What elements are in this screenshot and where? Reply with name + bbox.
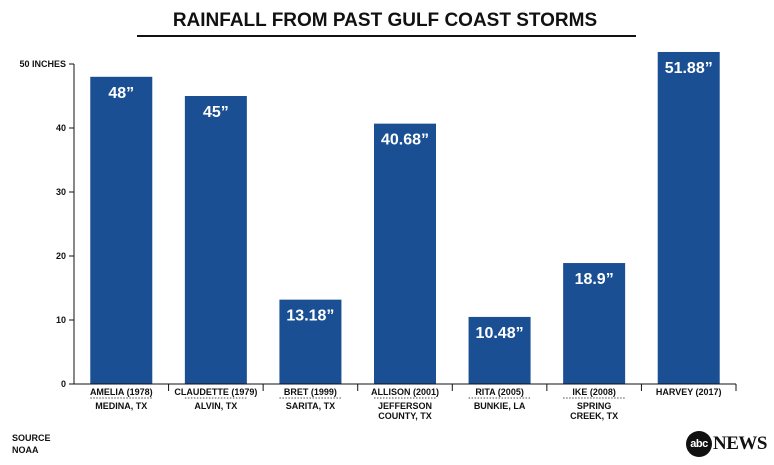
category-storm-label: HARVEY (2017) (656, 387, 722, 397)
y-tick-label: 0 (61, 379, 66, 389)
bar-value-label: 18.9” (575, 271, 614, 288)
bar (90, 76, 153, 385)
category-location-label: MEDINA, TX (95, 401, 147, 411)
category-storm-label: AMELIA (1978) (90, 387, 153, 397)
bar (184, 96, 247, 384)
bar (374, 123, 436, 384)
abc-logo-word: NEWS (713, 433, 767, 454)
bar-value-label: 40.68” (381, 132, 429, 149)
bar-value-label: 51.88” (665, 60, 713, 77)
source-label: SOURCE (12, 433, 51, 443)
bars: 48” 45” 13.18” 40.68” 10.48” 18.9” 51.88” (90, 51, 720, 385)
bar-value-label: 45” (203, 104, 229, 121)
category-location-label: SPRING (577, 401, 612, 411)
bar (279, 299, 342, 384)
category-storm-label: CLAUDETTE (1979) (174, 387, 257, 397)
chart-title: RAINFALL FROM PAST GULF COAST STORMS (173, 10, 597, 31)
category-storm-label: IKE (2008) (572, 387, 616, 397)
category-location-label: JEFFERSON (378, 401, 432, 411)
source-value: NOAA (12, 445, 39, 455)
y-axis: 0 10 20 30 40 50 INCHES (19, 59, 75, 389)
bar-value-label: 13.18” (286, 308, 334, 325)
bar-value-label: 48” (108, 85, 134, 102)
category-location-label: BUNKIE, LA (474, 401, 526, 411)
category-storm-label: RITA (2005) (475, 387, 524, 397)
category-storm-label: ALLISON (2001) (371, 387, 439, 397)
y-tick-label: 30 (56, 187, 66, 197)
source-note: SOURCE NOAA (12, 432, 51, 456)
category-location-label: COUNTY, TX (378, 411, 432, 421)
y-tick-label: 50 INCHES (19, 59, 66, 69)
abc-news-logo: abc NEWS (686, 430, 767, 458)
bar (563, 263, 626, 384)
bar (657, 51, 720, 385)
y-tick-label: 20 (56, 251, 66, 261)
x-axis: AMELIA (1978) MEDINA, TX CLAUDETTE (1979) A… (74, 383, 737, 421)
bar (468, 316, 531, 384)
abc-logo-mark: abc (686, 431, 712, 457)
y-tick-label: 40 (56, 123, 66, 133)
y-tick-label: 10 (56, 315, 66, 325)
category-storm-label: BRET (1999) (284, 387, 337, 397)
category-location-label: CREEK, TX (570, 411, 618, 421)
bar-value-label: 10.48” (476, 325, 524, 342)
category-location-label: SARITA, TX (286, 401, 335, 411)
category-location-label: ALVIN, TX (194, 401, 237, 411)
